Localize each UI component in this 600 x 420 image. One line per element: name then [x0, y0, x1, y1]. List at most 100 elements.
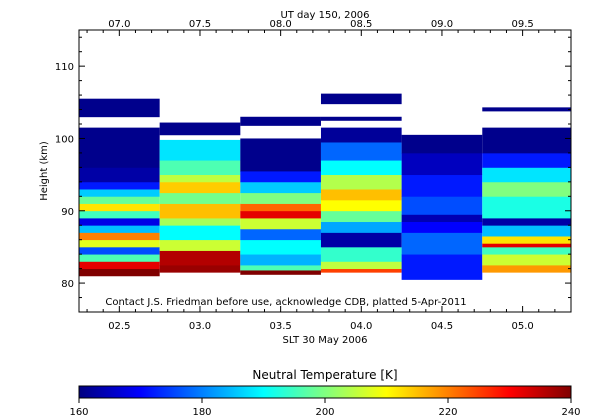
- heatmap-cell-c2-1: [240, 265, 321, 271]
- heatmap-cell-c4-5: [401, 174, 483, 197]
- heatmap-cell-c0-0: [79, 268, 160, 277]
- heatmap-cell-c0-2: [79, 254, 160, 262]
- heatmap-cell-c1-7: [159, 181, 241, 194]
- heatmap-cell-c3-9: [320, 160, 402, 176]
- heatmap-cells: [79, 93, 571, 280]
- bottom-tick-label-3: 04.0: [350, 321, 372, 332]
- y-tick-label-2: 100: [55, 134, 74, 145]
- heatmap-cell-c2-11: [240, 138, 321, 172]
- heatmap-cell-c3-1: [320, 261, 402, 270]
- heatmap-cell-c1-3: [159, 225, 241, 241]
- top-tick-label-0: 07.0: [108, 19, 130, 30]
- heatmap-cell-c4-0: [401, 254, 483, 280]
- heatmap-cell-c0-11: [79, 189, 160, 197]
- plot-frame: [78, 29, 572, 313]
- heatmap-cell-c2-12: [240, 116, 321, 126]
- y-tick-label-3: 110: [55, 62, 74, 73]
- heatmap-cell-c2-2: [240, 254, 321, 266]
- heatmap-cell-c2-7: [240, 203, 321, 212]
- heatmap-cell-c0-9: [79, 203, 160, 212]
- y-tick-label-1: 90: [61, 207, 74, 218]
- heatmap-cell-c1-2: [159, 239, 241, 251]
- heatmap-cell-c0-14: [79, 127, 160, 168]
- heatmap-cell-c3-8: [320, 174, 402, 190]
- heatmap-cell-c1-1: [159, 250, 241, 266]
- heatmap-cell-c5-7: [482, 196, 571, 219]
- heatmap-cell-c2-0: [240, 270, 321, 275]
- top-tick-label-1: 07.5: [189, 19, 211, 30]
- heatmap-cell-c2-6: [240, 210, 321, 219]
- heatmap-cell-c0-1: [79, 261, 160, 270]
- top-tick-label-2: 08.0: [270, 19, 292, 30]
- heatmap-cell-c5-2: [482, 246, 571, 255]
- top-tick-label-4: 09.0: [431, 19, 453, 30]
- bottom-axis-title: SLT 30 May 2006: [282, 335, 367, 346]
- y-axis-title: Height (km): [39, 141, 50, 201]
- colorbar-tick-label-3: 220: [438, 407, 457, 418]
- heatmap-cell-c5-9: [482, 167, 571, 183]
- heatmap-cell-c1-10: [159, 139, 241, 161]
- heatmap-cell-c5-1: [482, 254, 571, 266]
- heatmap-cell-c2-4: [240, 228, 321, 241]
- heatmap-cell-c4-1: [401, 232, 483, 255]
- heatmap-cell-c0-15: [79, 98, 160, 118]
- heatmap-cell-c1-5: [159, 203, 241, 219]
- heatmap-cell-c5-4: [482, 236, 571, 244]
- bottom-tick-label-1: 03.0: [189, 321, 211, 332]
- heatmap-cell-c3-10: [320, 142, 402, 161]
- heatmap-cell-c3-0: [320, 268, 402, 273]
- heatmap-cell-c0-5: [79, 232, 160, 241]
- bottom-tick-label-5: 05.0: [511, 321, 533, 332]
- heatmap-cell-c4-4: [401, 196, 483, 215]
- heatmap-cell-c0-4: [79, 239, 160, 248]
- heatmap-cell-c4-2: [401, 221, 483, 233]
- bottom-tick-label-4: 04.5: [431, 321, 453, 332]
- heatmap-cell-c5-5: [482, 225, 571, 237]
- heatmap-cell-c5-10: [482, 152, 571, 168]
- colorbar-tick-label-2: 200: [315, 407, 334, 418]
- heatmap-cell-c2-8: [240, 192, 321, 204]
- heatmap-cell-c4-7: [401, 134, 483, 154]
- heatmap-cell-c3-12: [320, 116, 402, 121]
- colorbar-ticks: 160 180 200 220 240: [69, 398, 581, 418]
- bottom-tick-label-2: 03.5: [270, 321, 292, 332]
- heatmap-cell-c1-11: [159, 122, 241, 136]
- axis-ticks: 02.5 03.0 03.5 04.0 04.5 05.0 07.0 07.5 08.0 08.5…: [55, 19, 572, 332]
- heatmap-cell-c1-9: [159, 160, 241, 176]
- heatmap-cell-c1-6: [159, 192, 241, 204]
- heatmap-cell-c0-12: [79, 181, 160, 190]
- heatmap-cell-c1-8: [159, 174, 241, 183]
- colorbar-title: Neutral Temperature [K]: [252, 368, 397, 382]
- colorbar-tick-label-1: 180: [192, 407, 211, 418]
- heatmap-cell-c5-6: [482, 218, 571, 226]
- heatmap-cell-c1-0: [159, 265, 241, 273]
- colorbar: [78, 385, 572, 399]
- heatmap-cell-c0-13: [79, 167, 160, 183]
- heatmap-cell-c3-6: [320, 199, 402, 212]
- y-tick-label-0: 80: [61, 279, 74, 290]
- heatmap-cell-c1-4: [159, 218, 241, 226]
- top-tick-label-3: 08.5: [350, 19, 372, 30]
- colorbar-tick-label-4: 240: [561, 407, 580, 418]
- heatmap-cell-c4-6: [401, 152, 483, 176]
- heatmap-cell-c4-3: [401, 214, 483, 223]
- heatmap-cell-c5-3: [482, 243, 571, 248]
- top-axis-title: UT day 150, 2006: [280, 10, 369, 21]
- heatmap-cell-c2-10: [240, 171, 321, 183]
- heatmap-cell-c2-5: [240, 218, 321, 230]
- heatmap-cell-c3-3: [320, 232, 402, 248]
- heatmap-cell-c0-7: [79, 218, 160, 226]
- heatmap-cell-c5-0: [482, 265, 571, 273]
- heatmap-cell-c3-5: [320, 210, 402, 223]
- heatmap-cell-c0-3: [79, 246, 160, 255]
- heatmap-cell-c2-9: [240, 181, 321, 194]
- heatmap-cell-c5-8: [482, 181, 571, 197]
- heatmap-cell-c3-7: [320, 189, 402, 201]
- heatmap-cell-c2-3: [240, 239, 321, 255]
- heatmap-cell-c5-12: [482, 107, 571, 112]
- heatmap-cell-c3-13: [320, 93, 402, 105]
- top-tick-label-5: 09.5: [511, 19, 533, 30]
- bottom-tick-label-0: 02.5: [108, 321, 130, 332]
- heatmap-cell-c0-6: [79, 225, 160, 233]
